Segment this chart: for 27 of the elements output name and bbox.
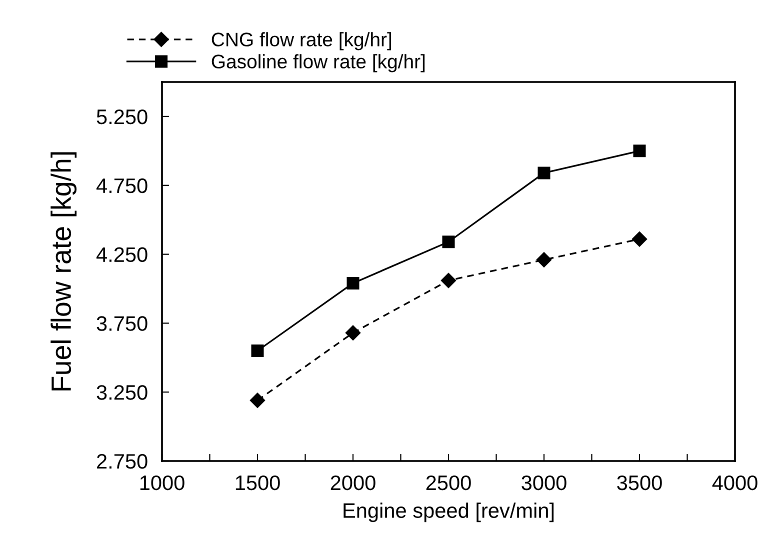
point (538, 166, 550, 180)
x-tick-label: 1500 (236, 475, 280, 490)
x-tick-label: 3000 (522, 475, 566, 490)
point (346, 276, 360, 290)
x-tick-label: 4000 (712, 475, 758, 490)
x-tick-label: 3500 (617, 475, 662, 490)
y-tick-label: 3.750 (96, 316, 148, 331)
point (250, 392, 266, 408)
x-tick-label: 1000 (140, 475, 184, 490)
x-axis-title: Engine speed [rev/min] (344, 502, 554, 522)
point (440, 272, 456, 288)
point (251, 344, 264, 357)
y-tick-label: 5.250 (96, 109, 148, 124)
point (633, 144, 646, 158)
point (632, 232, 648, 247)
x-tick-label: 2000 (330, 475, 376, 490)
y-tick-label: 3.250 (96, 385, 148, 400)
legend-label: CNG flow rate [kg/hr] (212, 32, 392, 50)
y-tick-label: 4.750 (96, 178, 148, 194)
y-tick-label: 2.750 (97, 454, 148, 469)
y-axis-title: Fuel flow rate [kg/h] (50, 152, 77, 390)
point (536, 252, 552, 268)
legend-label: Gasoline flow rate [kg/hr] (212, 54, 425, 72)
y-tick-label: 4.250 (96, 247, 148, 262)
x-tick-label: 2500 (426, 475, 471, 490)
point (345, 325, 361, 340)
point (442, 236, 455, 248)
